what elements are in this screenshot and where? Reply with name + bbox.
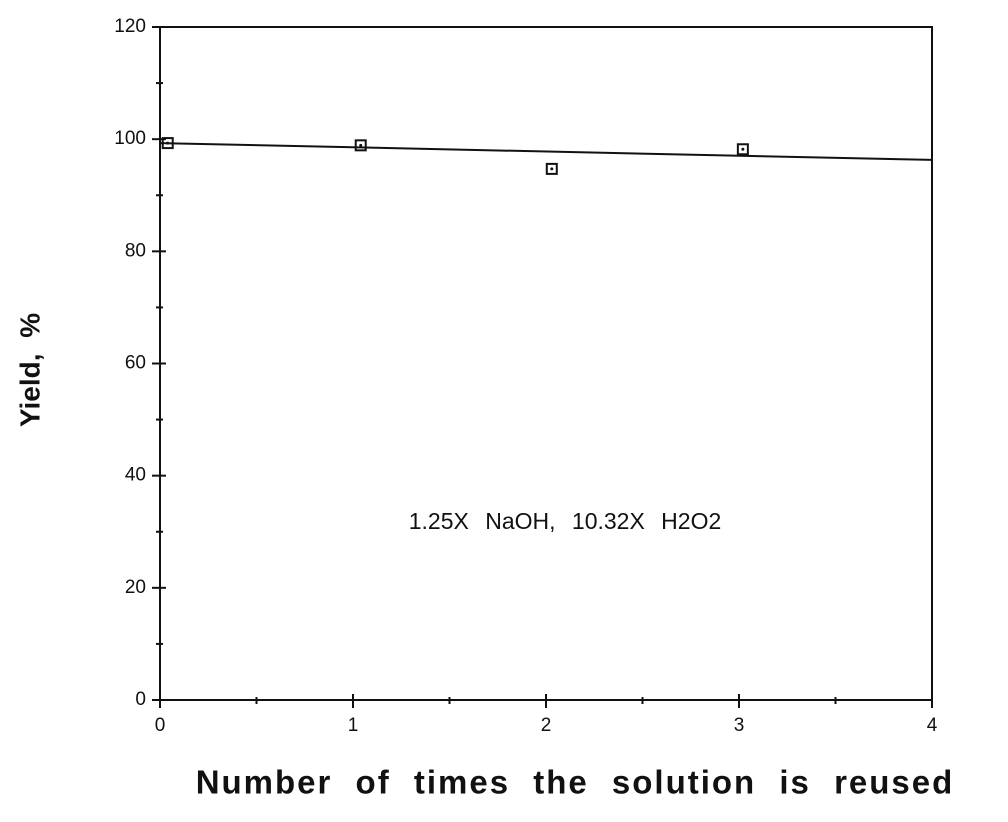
marker-box	[736, 143, 749, 156]
marker-box	[545, 162, 558, 175]
y-tick-label: 40	[125, 465, 146, 486]
y-tick-label: 100	[114, 128, 146, 149]
x-tick-label: 2	[541, 715, 552, 736]
y-tick-label: 20	[125, 577, 146, 598]
marker-dot	[550, 167, 554, 171]
data-point	[354, 139, 367, 152]
y-tick-label: 80	[125, 240, 146, 261]
y-axis-label: Yield, %	[14, 313, 45, 427]
data-point	[545, 162, 558, 175]
y-tick-label: 60	[125, 353, 146, 374]
x-tick-label: 0	[155, 715, 166, 736]
y-tick-label: 120	[114, 16, 146, 37]
plot-frame	[159, 26, 933, 701]
marker-dot	[359, 143, 363, 147]
x-axis-label: Number of times the solution is reused	[196, 764, 955, 801]
x-tick-label: 4	[927, 715, 938, 736]
x-tick-label: 3	[734, 715, 745, 736]
marker-box	[354, 139, 367, 152]
annotation: 1.25X NaOH, 10.32X H2O2	[409, 508, 722, 534]
marker-dot	[741, 147, 745, 151]
y-tick-label: 0	[135, 689, 146, 710]
x-tick-label: 1	[348, 715, 359, 736]
data-point	[736, 143, 749, 156]
fit-line	[159, 142, 933, 161]
